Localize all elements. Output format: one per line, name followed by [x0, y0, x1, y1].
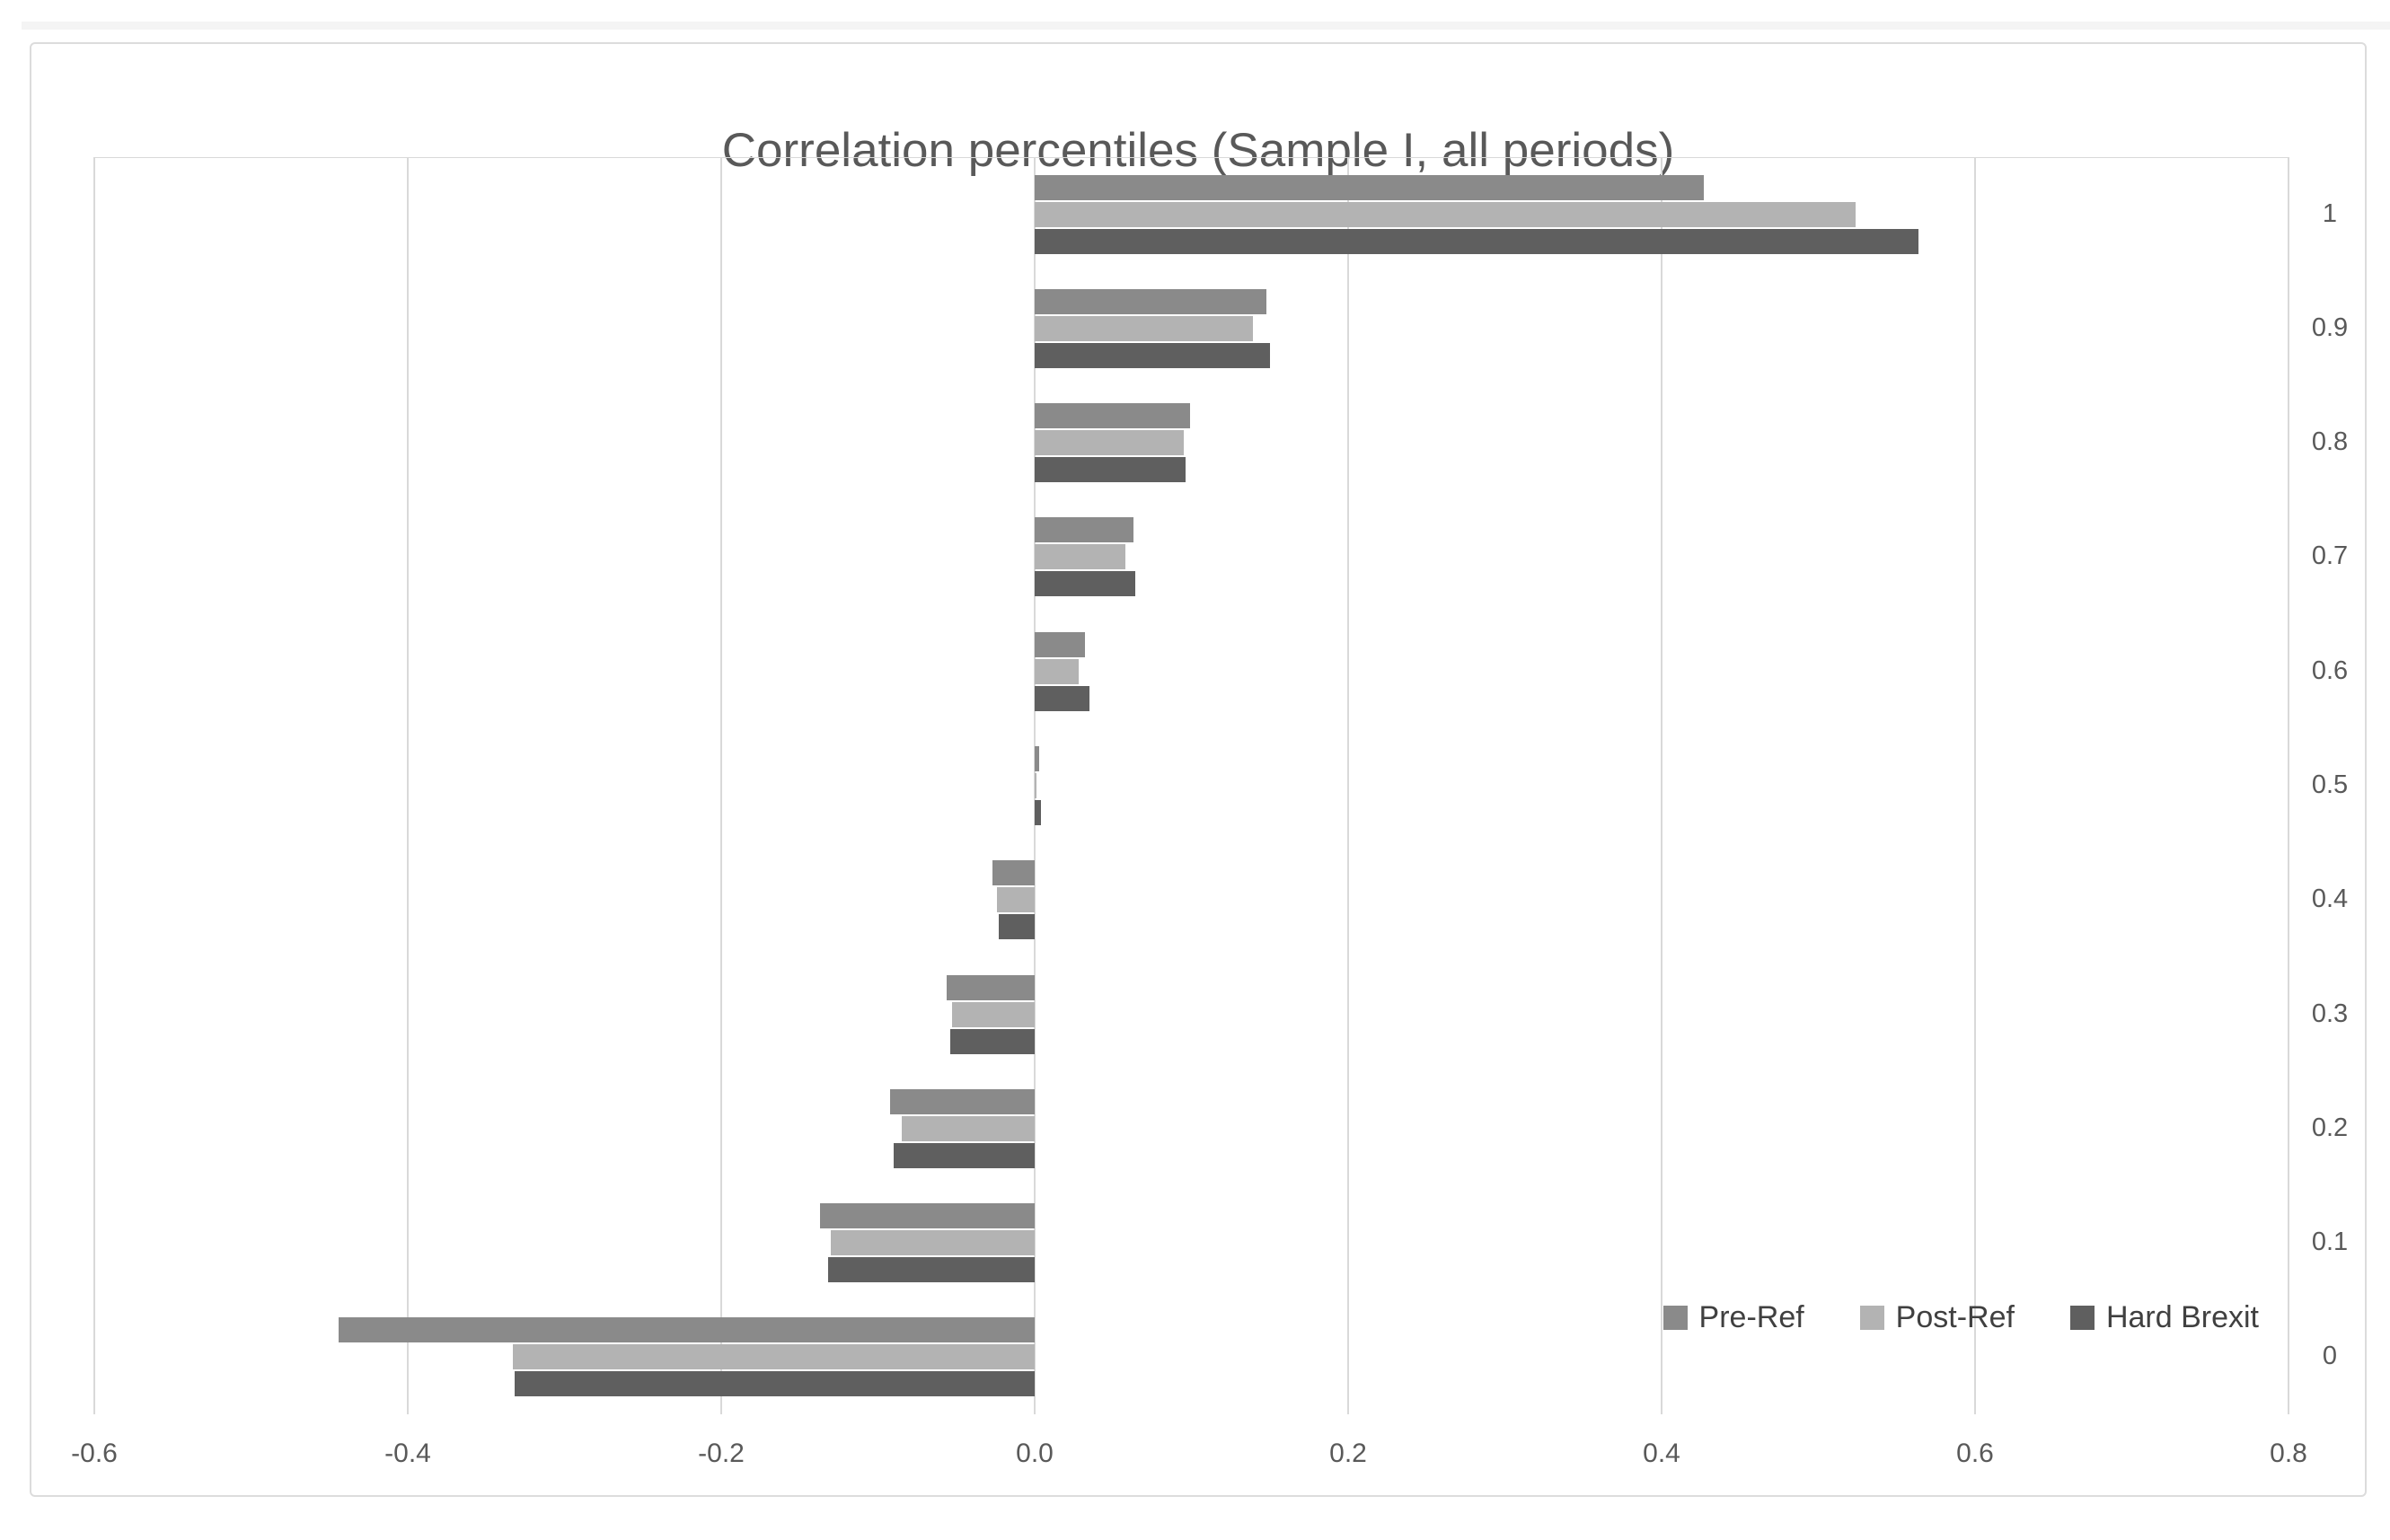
chart-title: Correlation percentiles (Sample I, all p… — [721, 124, 1675, 177]
bar-pre-ref-cat-1 — [1035, 174, 1705, 200]
bar-pre-ref-cat-0.7 — [1035, 517, 1133, 543]
category-axis-label: 0.6 — [2311, 656, 2349, 685]
x-axis-tick-label: 0.0 — [1016, 1439, 1054, 1468]
legend-label: Post-Ref — [1895, 1300, 2015, 1334]
legend-item-post-ref: Post-Ref — [1859, 1300, 2015, 1335]
gridline — [2288, 157, 2289, 1414]
category-axis-label: 0.4 — [2311, 884, 2349, 914]
bar-pre-ref-cat-0.3 — [947, 974, 1035, 1000]
legend-swatch-icon — [1662, 1306, 1688, 1330]
gridline — [1661, 157, 1662, 1414]
x-axis-tick-label: 0.4 — [1643, 1439, 1680, 1468]
bar-pre-ref-cat-0.6 — [1035, 631, 1085, 657]
legend-label: Pre-Ref — [1698, 1300, 1804, 1334]
legend: Pre-Ref Post-Ref Hard Brexit — [1662, 1300, 2259, 1335]
bar-hard-brexit-cat-0.2 — [893, 1142, 1035, 1168]
legend-label: Hard Brexit — [2105, 1300, 2259, 1334]
category-axis-label: 0 — [2322, 1342, 2338, 1371]
category-axis-label: 0.2 — [2311, 1113, 2349, 1142]
bar-post-ref-cat-0.7 — [1035, 544, 1126, 570]
category-axis-label: 0.7 — [2311, 541, 2349, 571]
bar-hard-brexit-cat-0 — [514, 1371, 1035, 1397]
bar-hard-brexit-cat-0.4 — [998, 914, 1035, 940]
bar-hard-brexit-cat-0.6 — [1035, 685, 1090, 711]
gridline — [407, 157, 409, 1414]
bar-hard-brexit-cat-0.5 — [1035, 800, 1041, 825]
bar-pre-ref-cat-0.4 — [992, 860, 1035, 886]
bar-hard-brexit-cat-1 — [1035, 228, 1919, 254]
x-axis-tick-label: 0.2 — [1329, 1439, 1367, 1468]
bar-post-ref-cat-1 — [1035, 201, 1856, 227]
legend-swatch-icon — [2069, 1306, 2095, 1330]
bar-post-ref-cat-0.6 — [1035, 658, 1079, 684]
category-axis-label: 0.5 — [2311, 770, 2349, 799]
gridline — [1347, 157, 1349, 1414]
bar-post-ref-cat-0.8 — [1035, 430, 1184, 456]
chart-panel: Correlation percentiles (Sample I, all p… — [30, 42, 2367, 1497]
legend-swatch-icon — [1859, 1306, 1884, 1330]
plot-top-border — [94, 157, 2289, 158]
bar-pre-ref-cat-0.1 — [819, 1203, 1035, 1229]
x-axis-tick-label: 0.8 — [2270, 1439, 2307, 1468]
bar-pre-ref-cat-0.2 — [890, 1088, 1035, 1114]
x-axis-tick-label: -0.6 — [71, 1439, 118, 1468]
legend-item-hard-brexit: Hard Brexit — [2069, 1300, 2259, 1335]
bar-hard-brexit-cat-0.9 — [1035, 342, 1270, 368]
category-axis-label: 0.8 — [2311, 427, 2349, 457]
bar-post-ref-cat-0.3 — [951, 1001, 1035, 1027]
gridline — [1974, 157, 1976, 1414]
bar-hard-brexit-cat-0.7 — [1035, 571, 1135, 597]
top-strip — [22, 22, 2390, 30]
category-axis-label: 0.9 — [2311, 312, 2349, 342]
bar-post-ref-cat-0.2 — [901, 1115, 1035, 1141]
legend-item-pre-ref: Pre-Ref — [1662, 1300, 1804, 1335]
category-axis-label: 1 — [2322, 198, 2338, 228]
x-axis-tick-label: -0.4 — [384, 1439, 431, 1468]
bar-pre-ref-cat-0.8 — [1035, 403, 1190, 429]
bar-hard-brexit-cat-0.8 — [1035, 457, 1186, 483]
bar-pre-ref-cat-0.9 — [1035, 288, 1267, 314]
category-axis-label: 0.3 — [2311, 999, 2349, 1028]
gridline — [93, 157, 95, 1414]
bar-pre-ref-cat-0 — [339, 1317, 1035, 1343]
bar-post-ref-cat-0 — [512, 1344, 1035, 1370]
bar-pre-ref-cat-0.5 — [1035, 746, 1040, 771]
category-axis-label: 0.1 — [2311, 1228, 2349, 1257]
x-axis-tick-label: 0.6 — [1956, 1439, 1994, 1468]
bar-hard-brexit-cat-0.3 — [949, 1028, 1035, 1054]
bar-hard-brexit-cat-0.1 — [827, 1257, 1035, 1283]
bar-post-ref-cat-0.9 — [1035, 315, 1253, 341]
gridline — [720, 157, 722, 1414]
bar-post-ref-cat-0.4 — [997, 887, 1035, 913]
bar-post-ref-cat-0.5 — [1035, 773, 1036, 798]
x-axis-tick-label: -0.2 — [698, 1439, 745, 1468]
bar-post-ref-cat-0.1 — [831, 1230, 1035, 1256]
